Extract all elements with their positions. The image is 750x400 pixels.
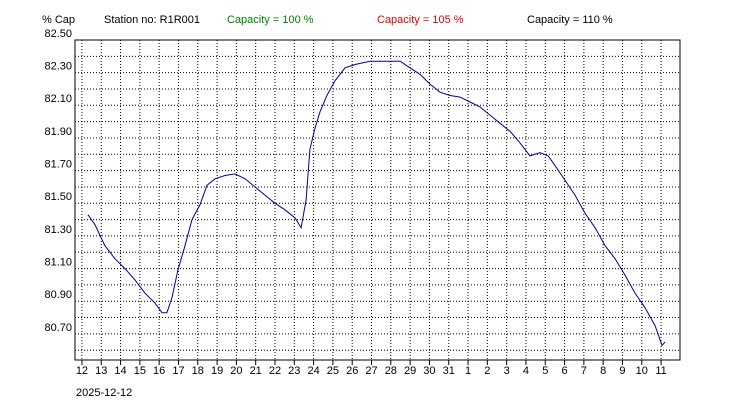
x-tick-label: 26 <box>346 365 358 377</box>
x-tick-label: 23 <box>288 365 300 377</box>
x-tick-label: 10 <box>636 365 648 377</box>
y-tick-label: 80.70 <box>44 322 72 334</box>
y-tick-label: 82.50 <box>44 28 72 40</box>
x-tick-label: 2 <box>484 365 490 377</box>
y-tick-label: 82.30 <box>44 61 72 73</box>
x-tick-label: 18 <box>192 365 204 377</box>
x-tick-label: 6 <box>561 365 567 377</box>
y-tick-label: 81.30 <box>44 224 72 236</box>
x-tick-label: 16 <box>153 365 165 377</box>
x-tick-label: 25 <box>327 365 339 377</box>
data-line <box>87 60 666 347</box>
x-tick-label: 14 <box>114 365 126 377</box>
x-tick-label: 12 <box>76 365 88 377</box>
y-tick-label: 81.10 <box>44 256 72 268</box>
x-tick-label: 28 <box>385 365 397 377</box>
x-tick-label: 30 <box>423 365 435 377</box>
x-tick-label: 13 <box>95 365 107 377</box>
plot-frame <box>74 39 681 361</box>
x-tick-label: 27 <box>365 365 377 377</box>
x-tick-label: 17 <box>172 365 184 377</box>
x-tick-label: 31 <box>443 365 455 377</box>
x-tick-label: 20 <box>230 365 242 377</box>
x-tick-label: 15 <box>134 365 146 377</box>
x-tick-label: 4 <box>523 365 529 377</box>
y-tick-label: 81.90 <box>44 126 72 138</box>
x-tick-label: 19 <box>211 365 223 377</box>
y-tick-label: 81.50 <box>44 191 72 203</box>
x-tick-label: 5 <box>542 365 548 377</box>
y-tick-label: 80.90 <box>44 289 72 301</box>
x-tick-label: 29 <box>404 365 416 377</box>
x-tick-label: 21 <box>250 365 262 377</box>
header-label: Capacity = 105 % <box>377 14 464 26</box>
start-date: 2025-12-12 <box>76 387 132 399</box>
station-label: Station no: R1R001 <box>104 14 200 26</box>
x-tick-label: 24 <box>307 365 319 377</box>
y-axis-label: % Cap <box>42 14 75 26</box>
header-label: Capacity = 100 % <box>227 14 314 26</box>
x-tick-label: 8 <box>600 365 606 377</box>
x-tick-label: 1 <box>465 365 471 377</box>
header-label: Capacity = 110 % <box>527 14 613 26</box>
x-tick-label: 22 <box>269 365 281 377</box>
x-tick-label: 7 <box>581 365 587 377</box>
y-tick-label: 81.70 <box>44 159 72 171</box>
x-tick-label: 11 <box>655 365 666 377</box>
x-tick-label: 9 <box>619 365 625 377</box>
x-tick-label: 3 <box>504 365 510 377</box>
y-tick-label: 82.10 <box>44 93 72 105</box>
